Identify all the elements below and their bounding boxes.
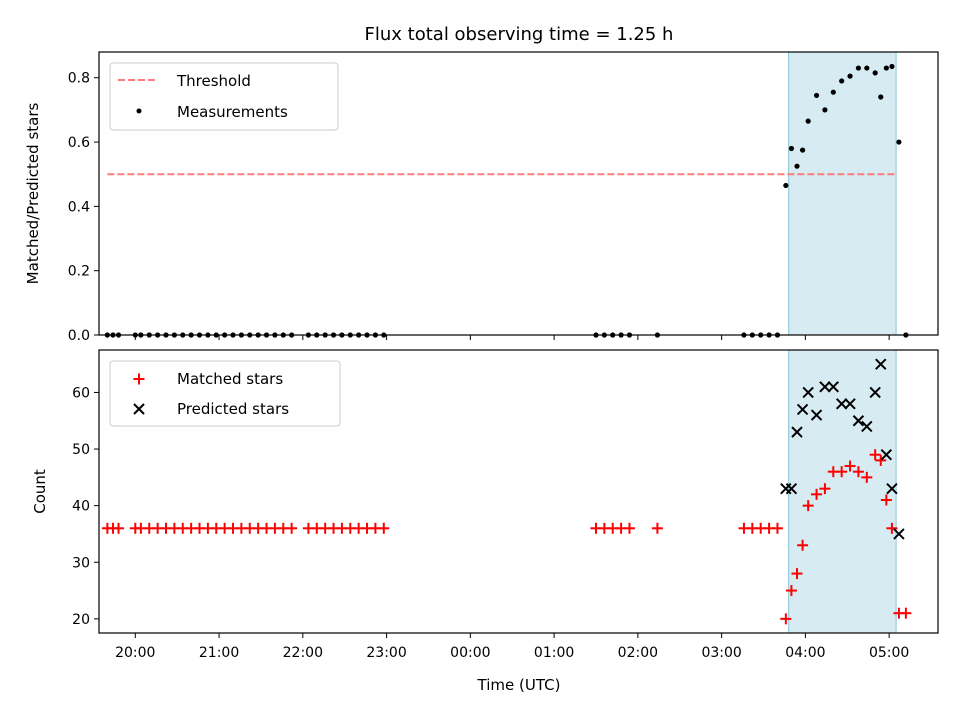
matched-legend-marker (133, 373, 145, 385)
count-panel-frame (98, 349, 939, 634)
predicted-star-point (791, 426, 803, 438)
y-tick-label: 0.4 (68, 199, 90, 215)
count-legend: Matched stars Predicted stars (109, 360, 341, 427)
x-tick-label: 00:00 (450, 645, 490, 661)
predicted-star-point (875, 358, 887, 370)
y-tick-label: 40 (72, 499, 90, 515)
predicted-star-point (886, 482, 898, 495)
measurement-point (839, 78, 845, 84)
matched-star-point (836, 466, 848, 478)
matched-star-point (861, 471, 873, 483)
y-tick-label: 20 (72, 612, 90, 628)
matched-star-point (819, 483, 831, 495)
matched-star-point (797, 539, 809, 551)
y-tick-label: 50 (72, 442, 90, 458)
predicted-star-point (861, 420, 873, 433)
measurements-legend-swatch (136, 108, 142, 114)
x-axis-label: Time (UTC) (477, 676, 561, 694)
count-y-axis-label: Count (31, 469, 49, 514)
matched-star-point (869, 449, 881, 461)
matched-star-point (780, 613, 792, 625)
matched-star-point (880, 494, 892, 506)
predicted-star-point (810, 409, 823, 421)
observing-window-shade (788, 51, 897, 336)
ratio-y-axis-label: Matched/Predicted stars (24, 103, 42, 285)
measurement-point (883, 65, 889, 71)
measurement-point (889, 63, 895, 70)
measurement-point (872, 70, 878, 76)
observing-window-shade (788, 349, 897, 634)
matched-legend-label: Matched stars (177, 370, 283, 388)
y-tick-label: 0.8 (68, 71, 90, 87)
measurement-point (830, 89, 836, 95)
matched-star-point (785, 585, 797, 597)
predicted-star-point (880, 449, 893, 461)
count-panel: 20 30 40 50 60 20:00 21:00 22:00 23:00 00:00 01:00… (31, 349, 939, 694)
y-tick-label: 0.0 (68, 328, 90, 344)
predicted-star-point (802, 386, 814, 399)
predicted-star-point (819, 381, 831, 393)
matched-star-point (811, 488, 823, 500)
measurement-point (847, 73, 853, 79)
x-tick-label: 05:00 (869, 645, 909, 661)
count-legend-box (109, 360, 341, 427)
measurement-point (822, 107, 828, 113)
ratio-legend-box (109, 62, 339, 131)
x-tick-label: 23:00 (366, 645, 406, 661)
measurement-point (788, 145, 795, 152)
chart-title: Flux total observing time = 1.25 h (365, 24, 674, 45)
predicted-star-point (827, 381, 840, 393)
measurement-point (813, 92, 820, 99)
predicted-star-point (796, 403, 809, 416)
matched-star-point (875, 454, 887, 466)
predicted-star-point (852, 415, 865, 427)
matched-star-point (886, 522, 898, 534)
predicted-star-point (835, 398, 848, 410)
ratio-panel: 0.00.20.40.60.8 Matched/Predicted stars … (24, 51, 939, 344)
x-tick-label: 02:00 (618, 645, 658, 661)
predicted-star-point (869, 386, 881, 399)
matched-star-point (651, 522, 663, 534)
x-tick-label: 01:00 (534, 645, 574, 661)
x-tick-label: 20:00 (115, 645, 155, 661)
measurement-point (799, 147, 806, 153)
x-tick-label: 03:00 (701, 645, 741, 661)
matched-star-point (852, 466, 864, 478)
predicted-legend-label: Predicted stars (177, 400, 289, 418)
measurement-point (794, 163, 800, 169)
y-tick-label: 30 (72, 555, 90, 571)
predicted-star-point (844, 398, 856, 410)
measurements-legend-label: Measurements (177, 103, 288, 121)
matched-star-point (791, 568, 803, 580)
measurement-point (878, 94, 884, 100)
predicted-star-point (893, 528, 905, 540)
matched-star-point (802, 500, 814, 512)
ratio-legend: Threshold Measurements (109, 62, 339, 131)
x-tick-label: 21:00 (199, 645, 239, 661)
measurement-point (896, 139, 902, 145)
matched-star-point (771, 522, 783, 534)
matched-star-point (286, 522, 298, 534)
x-tick-label: 22:00 (283, 645, 323, 661)
matched-star-point (900, 607, 912, 619)
y-tick-label: 0.2 (68, 264, 90, 280)
matched-legend-swatch (133, 373, 145, 385)
matched-star-point (378, 522, 390, 534)
measurement-point (864, 65, 870, 71)
threshold-legend-label: Threshold (176, 72, 251, 90)
predicted-legend-marker (133, 403, 145, 415)
y-tick-label: 0.6 (68, 135, 90, 151)
measurement-point (805, 118, 811, 124)
measurement-point (783, 182, 789, 189)
predicted-star-point (785, 482, 798, 495)
matched-star-point (113, 522, 125, 534)
ratio-panel-frame (98, 51, 939, 336)
predicted-legend-swatch (133, 403, 145, 415)
x-tick-label: 04:00 (785, 645, 825, 661)
matched-star-point (623, 522, 635, 534)
matched-star-point (844, 460, 856, 472)
y-tick-label: 60 (72, 385, 90, 401)
measurement-point (855, 65, 862, 71)
